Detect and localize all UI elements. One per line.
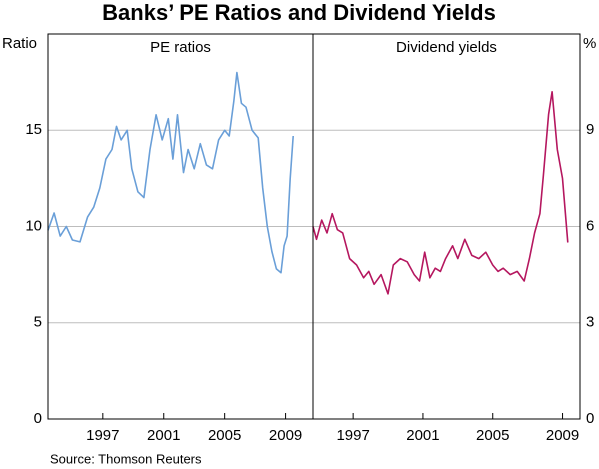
y-tick-label: 5 bbox=[34, 314, 42, 331]
x-tick-label: 2009 bbox=[269, 427, 302, 444]
plot-frame bbox=[47, 33, 581, 420]
chart-title: Banks’ PE Ratios and Dividend Yields bbox=[102, 0, 496, 25]
y-tick-label: 0 bbox=[34, 410, 42, 427]
y-axis-label: Ratio bbox=[2, 35, 37, 52]
y-axis-label: % bbox=[583, 35, 596, 52]
y-tick-label: 15 bbox=[25, 121, 42, 138]
data-line bbox=[312, 91, 569, 295]
panel-title: PE ratios bbox=[150, 39, 211, 56]
source-note: Source: Thomson Reuters bbox=[50, 451, 202, 466]
x-tick-label: 2005 bbox=[208, 427, 241, 444]
y-tick-label: 9 bbox=[586, 121, 594, 138]
x-tick-label: 2009 bbox=[546, 427, 579, 444]
x-tick-label: 2001 bbox=[147, 427, 180, 444]
x-tick-label: 1997 bbox=[86, 427, 119, 444]
y-tick-label: 6 bbox=[586, 217, 594, 234]
y-tick-label: 3 bbox=[586, 314, 594, 331]
x-tick-label: 2001 bbox=[406, 427, 439, 444]
y-tick-label: 10 bbox=[25, 217, 42, 234]
x-tick-label: 1997 bbox=[336, 427, 369, 444]
panel-title: Dividend yields bbox=[396, 39, 497, 56]
y-tick-label: 0 bbox=[586, 410, 594, 427]
data-line bbox=[47, 71, 294, 274]
x-tick-label: 2005 bbox=[476, 427, 509, 444]
